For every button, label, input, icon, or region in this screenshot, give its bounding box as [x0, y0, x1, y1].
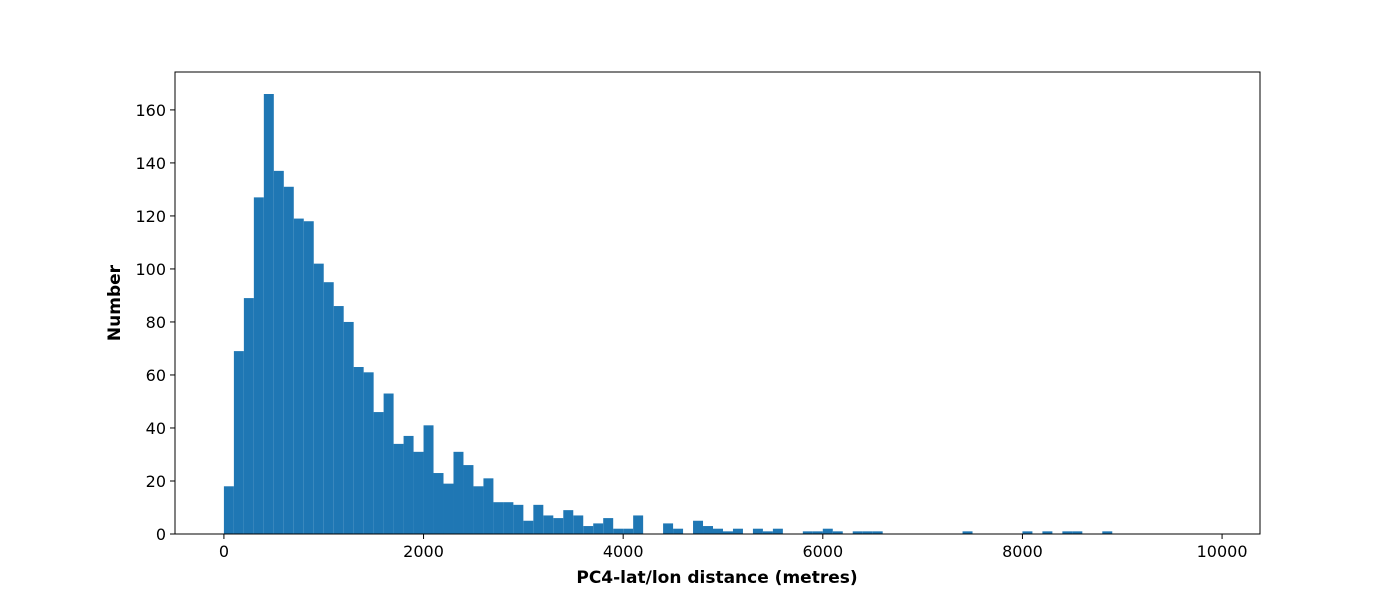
x-tick-label: 8000	[1002, 542, 1043, 561]
bar	[333, 306, 344, 534]
bar	[283, 186, 294, 534]
bar	[263, 94, 274, 534]
bar	[1062, 531, 1073, 534]
x-axis-label: PC4-lat/lon distance (metres)	[576, 568, 857, 588]
bar	[503, 502, 514, 534]
bar	[253, 197, 264, 535]
y-tick-label: 60	[146, 366, 166, 385]
bar	[633, 515, 644, 534]
bar	[523, 520, 534, 534]
bar	[752, 528, 763, 534]
bar	[303, 221, 314, 534]
bar	[423, 425, 434, 534]
y-tick-label: 140	[135, 154, 166, 173]
y-axis-label: Number	[105, 264, 125, 341]
y-tick-label: 120	[135, 207, 166, 226]
bar	[762, 531, 773, 534]
bar	[1072, 531, 1083, 534]
y-tick-label: 40	[146, 419, 166, 438]
bar	[832, 531, 843, 534]
bar	[443, 483, 454, 534]
bar	[473, 486, 484, 534]
bar	[373, 412, 384, 534]
bar	[483, 478, 494, 534]
x-tick-label: 4000	[603, 542, 644, 561]
bar	[433, 473, 444, 534]
bar	[1022, 531, 1033, 534]
bar	[822, 528, 833, 534]
x-tick-label: 6000	[802, 542, 843, 561]
bar	[593, 523, 604, 534]
bar	[1102, 531, 1113, 534]
bar	[413, 451, 424, 534]
bar	[802, 531, 813, 534]
bar	[693, 520, 704, 534]
bar	[613, 528, 624, 534]
bar	[852, 531, 863, 534]
bar	[673, 528, 684, 534]
plot-frame	[174, 71, 1261, 535]
bar	[393, 443, 404, 534]
bar	[513, 504, 524, 534]
bar	[713, 528, 723, 534]
bar	[383, 393, 394, 534]
bar	[772, 528, 783, 534]
bar	[273, 170, 284, 534]
y-tick-label: 0	[156, 525, 166, 544]
bar	[722, 531, 733, 534]
bar	[663, 523, 674, 534]
bar	[872, 531, 883, 534]
bar	[563, 510, 574, 534]
bar	[623, 528, 634, 534]
bar	[453, 451, 464, 534]
bar	[363, 372, 374, 534]
y-tick-label: 160	[135, 101, 166, 120]
y-tick-label: 100	[135, 260, 166, 279]
bar	[732, 528, 743, 534]
bar	[573, 515, 584, 534]
bar	[313, 263, 324, 534]
y-tick-label: 20	[146, 472, 166, 491]
bar	[703, 526, 714, 534]
bar	[223, 486, 234, 534]
bar	[323, 282, 334, 534]
bar	[353, 367, 364, 534]
bar	[233, 351, 244, 534]
bar	[812, 531, 823, 534]
bar	[603, 518, 614, 534]
bar	[583, 526, 594, 534]
bar	[1042, 531, 1053, 534]
bar	[543, 515, 554, 534]
bar	[962, 531, 973, 534]
bar	[862, 531, 873, 534]
bar	[343, 321, 354, 534]
y-tick-label: 80	[146, 313, 166, 332]
x-tick-label: 0	[219, 542, 229, 561]
bar	[553, 518, 564, 534]
bar	[463, 465, 474, 534]
bar	[403, 435, 414, 534]
bar	[243, 298, 254, 534]
bar	[533, 504, 544, 534]
x-tick-label: 2000	[403, 542, 444, 561]
bar	[293, 218, 304, 534]
bar	[493, 502, 504, 534]
x-tick-label: 10000	[1197, 542, 1248, 561]
